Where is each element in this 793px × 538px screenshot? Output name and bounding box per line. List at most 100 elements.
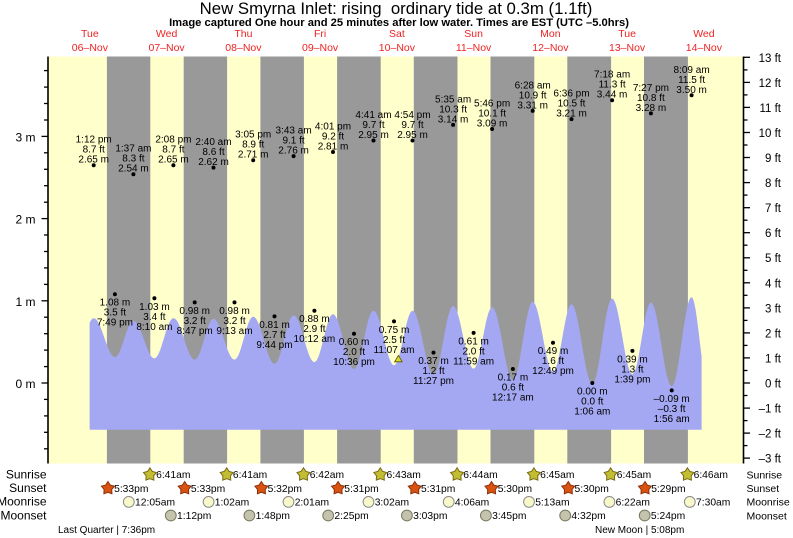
svg-text:3.4 ft: 3.4 ft bbox=[143, 312, 165, 323]
svg-text:5:13am: 5:13am bbox=[535, 498, 569, 509]
svg-text:–3 ft: –3 ft bbox=[759, 454, 782, 466]
svg-text:2.54 m: 2.54 m bbox=[118, 164, 149, 175]
svg-text:6:42am: 6:42am bbox=[310, 470, 344, 481]
svg-text:0.98 m: 0.98 m bbox=[179, 306, 210, 317]
svg-text:1:56 am: 1:56 am bbox=[654, 414, 690, 425]
svg-text:2:25pm: 2:25pm bbox=[334, 511, 368, 522]
svg-text:2.95 m: 2.95 m bbox=[397, 130, 428, 141]
svg-text:Moonrise: Moonrise bbox=[0, 495, 47, 509]
svg-text:12:49 pm: 12:49 pm bbox=[532, 366, 574, 377]
svg-text:1.6 ft: 1.6 ft bbox=[542, 356, 564, 367]
svg-text:2.62 m: 2.62 m bbox=[198, 157, 229, 168]
svg-text:5:46 pm: 5:46 pm bbox=[474, 99, 510, 110]
svg-text:8.3 ft: 8.3 ft bbox=[122, 154, 144, 165]
svg-text:11:27 pm: 11:27 pm bbox=[413, 376, 454, 387]
svg-text:Wed: Wed bbox=[693, 28, 715, 40]
svg-text:6:41am: 6:41am bbox=[233, 470, 267, 481]
svg-text:11.3 ft: 11.3 ft bbox=[599, 80, 626, 91]
svg-text:1:06 am: 1:06 am bbox=[574, 407, 610, 418]
svg-text:6:36 pm: 6:36 pm bbox=[553, 89, 589, 100]
svg-text:08–Nov: 08–Nov bbox=[225, 42, 262, 54]
svg-text:5 ft: 5 ft bbox=[765, 253, 782, 265]
svg-text:5:33pm: 5:33pm bbox=[114, 484, 148, 495]
svg-text:10.5 ft: 10.5 ft bbox=[558, 99, 586, 110]
svg-text:3.5 ft: 3.5 ft bbox=[104, 308, 126, 319]
svg-text:11:07 am: 11:07 am bbox=[374, 345, 415, 356]
svg-text:14–Nov: 14–Nov bbox=[686, 42, 723, 54]
svg-text:1:37 am: 1:37 am bbox=[115, 144, 151, 155]
svg-text:0.37 m: 0.37 m bbox=[418, 356, 449, 367]
svg-text:Sunset: Sunset bbox=[9, 481, 47, 495]
svg-text:Tue: Tue bbox=[618, 28, 636, 40]
svg-text:2.71 m: 2.71 m bbox=[238, 150, 269, 161]
svg-text:Sunrise: Sunrise bbox=[6, 467, 47, 481]
svg-text:New Moon | 5:08pm: New Moon | 5:08pm bbox=[595, 525, 684, 536]
svg-text:10:12 am: 10:12 am bbox=[294, 334, 336, 345]
svg-text:11.5 ft: 11.5 ft bbox=[678, 75, 705, 86]
svg-text:5:30pm: 5:30pm bbox=[498, 484, 532, 495]
svg-text:6:28 am: 6:28 am bbox=[515, 80, 551, 91]
svg-text:8:47 pm: 8:47 pm bbox=[177, 326, 213, 337]
svg-text:3.21 m: 3.21 m bbox=[556, 109, 587, 120]
svg-text:10.8 ft: 10.8 ft bbox=[637, 93, 665, 104]
svg-text:6:45am: 6:45am bbox=[540, 470, 574, 481]
svg-text:3 ft: 3 ft bbox=[765, 303, 782, 315]
svg-text:06–Nov: 06–Nov bbox=[72, 42, 109, 54]
svg-text:5:32pm: 5:32pm bbox=[268, 484, 302, 495]
svg-text:6 ft: 6 ft bbox=[765, 228, 782, 240]
svg-text:8:10 am: 8:10 am bbox=[136, 322, 172, 333]
svg-text:2.5 ft: 2.5 ft bbox=[383, 335, 405, 346]
svg-text:0 ft: 0 ft bbox=[765, 379, 782, 391]
svg-text:0.61 m: 0.61 m bbox=[458, 336, 489, 347]
svg-text:11–Nov: 11–Nov bbox=[456, 42, 492, 54]
svg-text:3.31 m: 3.31 m bbox=[517, 100, 548, 111]
svg-text:3:03pm: 3:03pm bbox=[413, 511, 447, 522]
svg-text:8 ft: 8 ft bbox=[765, 178, 782, 190]
svg-text:0.88 m: 0.88 m bbox=[299, 314, 330, 325]
svg-text:3.2 ft: 3.2 ft bbox=[223, 316, 245, 327]
svg-text:2.95 m: 2.95 m bbox=[358, 130, 389, 141]
svg-text:2.0 ft: 2.0 ft bbox=[343, 347, 365, 358]
svg-text:5:29pm: 5:29pm bbox=[651, 484, 685, 495]
svg-text:2.76 m: 2.76 m bbox=[278, 146, 309, 157]
svg-text:1:12 pm: 1:12 pm bbox=[76, 135, 112, 146]
svg-text:2 m: 2 m bbox=[15, 213, 35, 227]
svg-text:5:31pm: 5:31pm bbox=[421, 484, 455, 495]
svg-text:5:31pm: 5:31pm bbox=[344, 484, 378, 495]
svg-text:Sunset: Sunset bbox=[747, 483, 780, 495]
svg-text:9.1 ft: 9.1 ft bbox=[282, 136, 304, 147]
svg-text:Moonset: Moonset bbox=[747, 510, 787, 522]
svg-text:2.65 m: 2.65 m bbox=[78, 155, 109, 166]
svg-text:8:09 am: 8:09 am bbox=[674, 65, 710, 76]
svg-text:3.44 m: 3.44 m bbox=[597, 90, 628, 101]
svg-text:13–Nov: 13–Nov bbox=[609, 42, 646, 54]
svg-text:4:54 pm: 4:54 pm bbox=[394, 110, 430, 121]
svg-text:Mon: Mon bbox=[540, 28, 561, 40]
svg-text:07–Nov: 07–Nov bbox=[148, 42, 185, 54]
svg-text:Tue: Tue bbox=[81, 28, 99, 40]
svg-text:10.3 ft: 10.3 ft bbox=[439, 104, 467, 115]
svg-text:10:36 pm: 10:36 pm bbox=[333, 357, 375, 368]
svg-text:3:02am: 3:02am bbox=[375, 498, 409, 509]
svg-text:9.7 ft: 9.7 ft bbox=[362, 120, 384, 131]
svg-text:4 ft: 4 ft bbox=[765, 278, 782, 290]
svg-text:New Smyrna Inlet: rising ordi: New Smyrna Inlet: rising ordinary tide a… bbox=[200, 0, 593, 18]
svg-text:6:43am: 6:43am bbox=[387, 470, 421, 481]
svg-text:12:05am: 12:05am bbox=[135, 498, 175, 509]
svg-text:0.6 ft: 0.6 ft bbox=[502, 383, 524, 394]
svg-text:09–Nov: 09–Nov bbox=[302, 42, 339, 54]
svg-text:2:08 pm: 2:08 pm bbox=[155, 135, 191, 146]
svg-text:8.7 ft: 8.7 ft bbox=[83, 145, 105, 156]
svg-text:5:30pm: 5:30pm bbox=[575, 484, 609, 495]
svg-text:3.14 m: 3.14 m bbox=[438, 114, 469, 125]
svg-text:5:33pm: 5:33pm bbox=[191, 484, 225, 495]
svg-text:3.2 ft: 3.2 ft bbox=[184, 316, 206, 327]
svg-text:0.17 m: 0.17 m bbox=[498, 373, 529, 384]
svg-text:12–Nov: 12–Nov bbox=[532, 42, 569, 54]
svg-text:0.98 m: 0.98 m bbox=[219, 306, 250, 317]
svg-text:Sunrise: Sunrise bbox=[747, 469, 783, 481]
svg-text:9 ft: 9 ft bbox=[765, 153, 782, 165]
svg-text:2:01am: 2:01am bbox=[295, 498, 329, 509]
svg-text:6:44am: 6:44am bbox=[463, 470, 497, 481]
svg-text:0.75 m: 0.75 m bbox=[379, 325, 410, 336]
